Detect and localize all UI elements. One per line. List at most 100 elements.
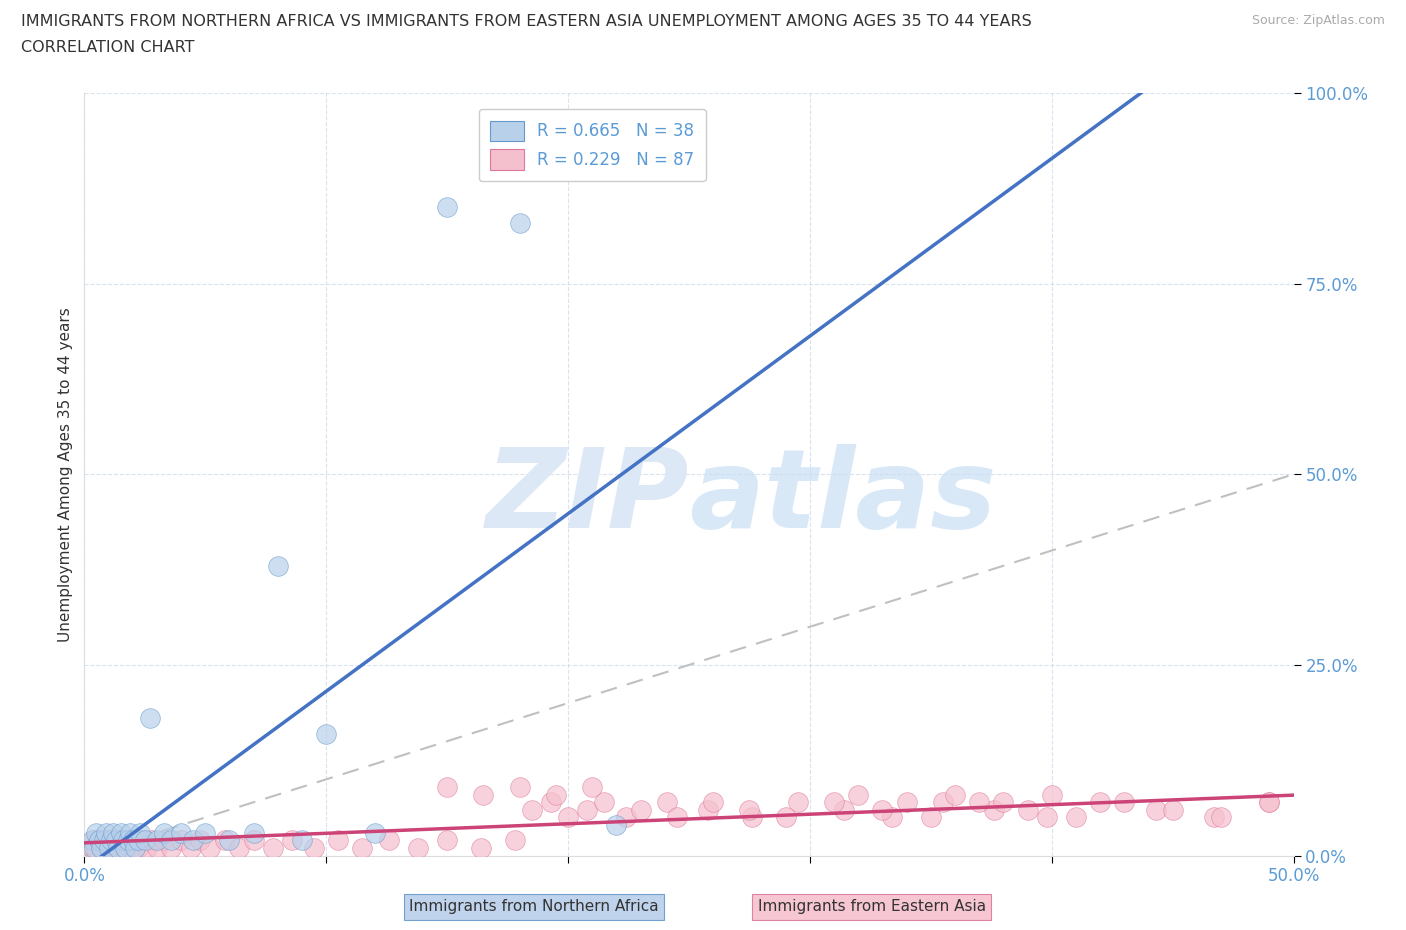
Point — [967, 795, 990, 810]
Point — [117, 833, 139, 848]
Point — [738, 803, 761, 817]
Point — [110, 825, 132, 840]
Point — [181, 833, 204, 848]
Point — [97, 833, 120, 848]
Point — [1295, 833, 1317, 848]
Point — [141, 833, 163, 848]
Point — [100, 833, 122, 848]
Text: atlas: atlas — [689, 444, 997, 551]
Point — [93, 833, 115, 848]
Point — [114, 841, 136, 856]
Point — [107, 833, 129, 848]
Point — [832, 803, 855, 817]
Point — [104, 841, 127, 856]
Point — [97, 841, 120, 856]
Point — [702, 795, 724, 810]
Point — [170, 825, 193, 840]
Point — [100, 841, 122, 856]
Point — [134, 833, 156, 848]
Point — [302, 841, 325, 856]
Point — [472, 787, 495, 802]
Text: IMMIGRANTS FROM NORTHERN AFRICA VS IMMIGRANTS FROM EASTERN ASIA UNEMPLOYMENT AMO: IMMIGRANTS FROM NORTHERN AFRICA VS IMMIG… — [21, 14, 1032, 29]
Point — [665, 810, 688, 825]
Point — [605, 817, 627, 832]
Point — [267, 558, 290, 573]
Point — [214, 833, 236, 848]
Point — [1202, 810, 1225, 825]
Text: CORRELATION CHART: CORRELATION CHART — [21, 40, 194, 55]
Text: Immigrants from Eastern Asia: Immigrants from Eastern Asia — [758, 899, 986, 914]
Point — [520, 803, 543, 817]
Point — [741, 810, 763, 825]
Point — [509, 779, 531, 794]
Point — [697, 803, 720, 817]
Point — [920, 810, 942, 825]
Point — [1017, 803, 1039, 817]
Legend: R = 0.665   N = 38, R = 0.229   N = 87: R = 0.665 N = 38, R = 0.229 N = 87 — [478, 109, 706, 181]
Point — [943, 787, 966, 802]
Point — [160, 833, 183, 848]
Point — [262, 841, 284, 856]
Point — [540, 795, 562, 810]
Point — [630, 803, 652, 817]
Point — [593, 795, 616, 810]
Point — [90, 841, 112, 856]
Point — [896, 795, 918, 810]
Point — [114, 841, 136, 856]
Point — [93, 833, 115, 848]
Point — [160, 841, 183, 856]
Point — [242, 825, 264, 840]
Point — [436, 833, 458, 848]
Text: Immigrants from Northern Africa: Immigrants from Northern Africa — [409, 899, 659, 914]
Point — [406, 841, 429, 856]
Y-axis label: Unemployment Among Ages 35 to 44 years: Unemployment Among Ages 35 to 44 years — [58, 307, 73, 642]
Point — [1040, 787, 1063, 802]
Point — [112, 833, 135, 848]
Point — [823, 795, 845, 810]
Point — [1114, 795, 1136, 810]
Point — [872, 803, 894, 817]
Point — [786, 795, 808, 810]
Point — [1036, 810, 1059, 825]
Point — [83, 841, 105, 856]
Point — [80, 841, 103, 856]
Text: ZIP: ZIP — [485, 444, 689, 551]
Point — [557, 810, 579, 825]
Text: Source: ZipAtlas.com: Source: ZipAtlas.com — [1251, 14, 1385, 27]
Point — [112, 833, 135, 848]
Point — [436, 779, 458, 794]
Point — [124, 841, 146, 856]
Point — [198, 841, 221, 856]
Point — [352, 841, 374, 856]
Point — [1161, 803, 1184, 817]
Point — [378, 833, 401, 848]
Point — [880, 810, 903, 825]
Point — [281, 833, 304, 848]
Point — [328, 833, 350, 848]
Point — [146, 833, 169, 848]
Point — [87, 833, 110, 848]
Point — [136, 841, 159, 856]
Point — [153, 833, 176, 848]
Point — [180, 841, 202, 856]
Point — [614, 810, 637, 825]
Point — [170, 833, 193, 848]
Point — [117, 833, 139, 848]
Point — [90, 841, 112, 856]
Point — [544, 787, 567, 802]
Point — [503, 833, 526, 848]
Point — [138, 711, 160, 725]
Point — [94, 825, 117, 840]
Point — [581, 779, 603, 794]
Point — [194, 825, 217, 840]
Point — [146, 841, 169, 856]
Point — [127, 833, 149, 848]
Point — [1209, 810, 1232, 825]
Point — [228, 841, 250, 856]
Point — [121, 833, 143, 848]
Point — [127, 841, 149, 856]
Point — [509, 215, 531, 230]
Point — [120, 841, 142, 856]
Point — [315, 726, 337, 741]
Point — [470, 841, 492, 856]
